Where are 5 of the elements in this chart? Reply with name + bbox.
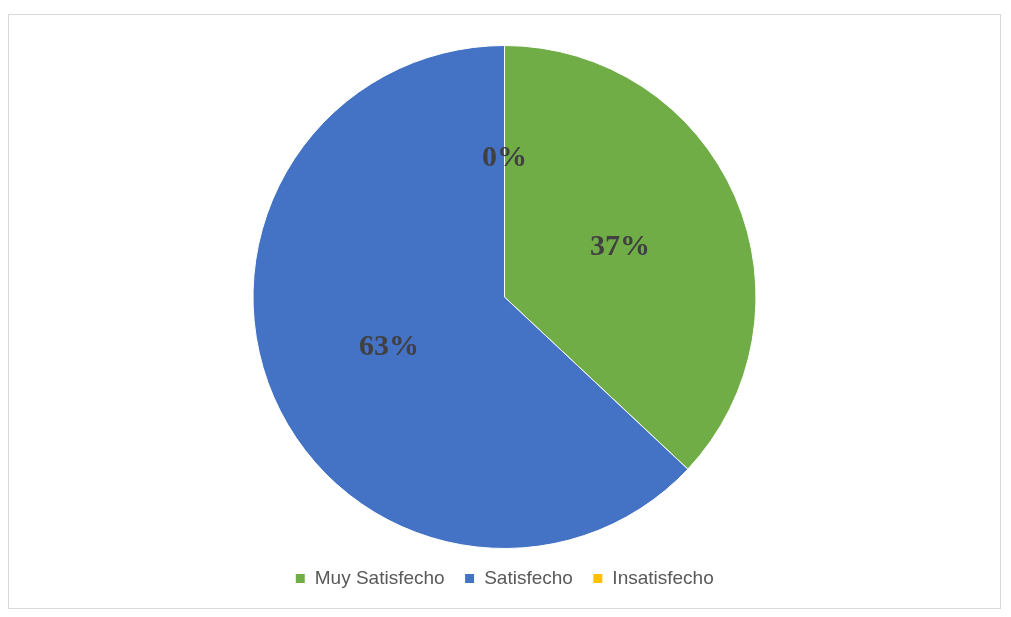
- data-label: 63%: [359, 327, 420, 361]
- legend-label: Satisfecho: [484, 566, 573, 588]
- legend-label: Insatisfecho: [612, 566, 714, 588]
- data-label: 37%: [589, 227, 650, 261]
- legend-label: Muy Satisfecho: [314, 566, 445, 588]
